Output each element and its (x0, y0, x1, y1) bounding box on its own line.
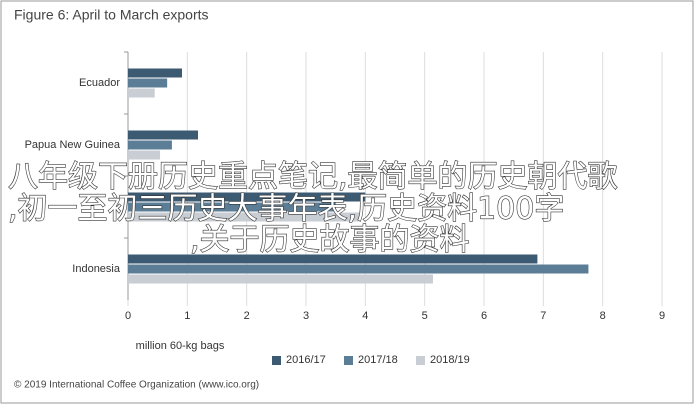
x-tick-label: 5 (422, 310, 428, 322)
legend-label: 2016/17 (286, 354, 326, 366)
x-tick-label: 4 (362, 310, 368, 322)
bar (128, 274, 433, 284)
legend-swatch (416, 356, 425, 365)
plot: 0 1 2 3 4 5 6 7 8 9 Ecuador Papua New Guinea Indones… (25, 51, 665, 322)
bar (128, 192, 366, 202)
x-tick-label: 3 (303, 310, 309, 322)
bar (128, 212, 360, 222)
legend-swatch (272, 356, 281, 365)
bar (128, 140, 172, 150)
y-tick-label: Ecuador (79, 77, 120, 89)
y-tick-label: Indonesia (72, 263, 121, 275)
legend-swatch (344, 356, 353, 365)
x-tick-label: 2 (244, 310, 250, 322)
overlay: 八年级下册历史重点笔记,最简单的历史朝代歌 ,初一至初三历史大事年表,历史资料1… (7, 159, 618, 258)
y-tick-label: Papua New Guinea (25, 139, 121, 151)
bar (128, 78, 168, 88)
x-tick-label: 9 (659, 310, 665, 322)
x-tick-label: 0 (125, 310, 131, 322)
legend-label: 2017/18 (358, 354, 398, 366)
x-tick-label: 7 (540, 310, 546, 322)
footer: © 2019 International Coffee Organization… (14, 380, 259, 391)
bar (128, 150, 161, 160)
bar (128, 264, 589, 274)
bar (128, 202, 336, 212)
legend-label: 2018/19 (430, 354, 470, 366)
bar (128, 254, 538, 264)
bar (128, 88, 155, 98)
overlay-text: ,初一至初三历史大事年表,历史资料100字 (8, 192, 564, 227)
x-tick-label: 6 (481, 310, 487, 322)
overlay-text: 八年级下册历史重点笔记,最简单的历史朝代歌 (8, 160, 618, 195)
x-axis-label: million 60-kg bags (136, 340, 225, 352)
x-tick-label: 1 (184, 310, 190, 322)
overlay-text: ,关于历史故事的资料 (190, 223, 470, 258)
chart-title: Figure 6: April to March exports (14, 7, 209, 23)
bar (128, 68, 182, 78)
x-tick-label: 8 (600, 310, 606, 322)
bar (128, 130, 199, 140)
